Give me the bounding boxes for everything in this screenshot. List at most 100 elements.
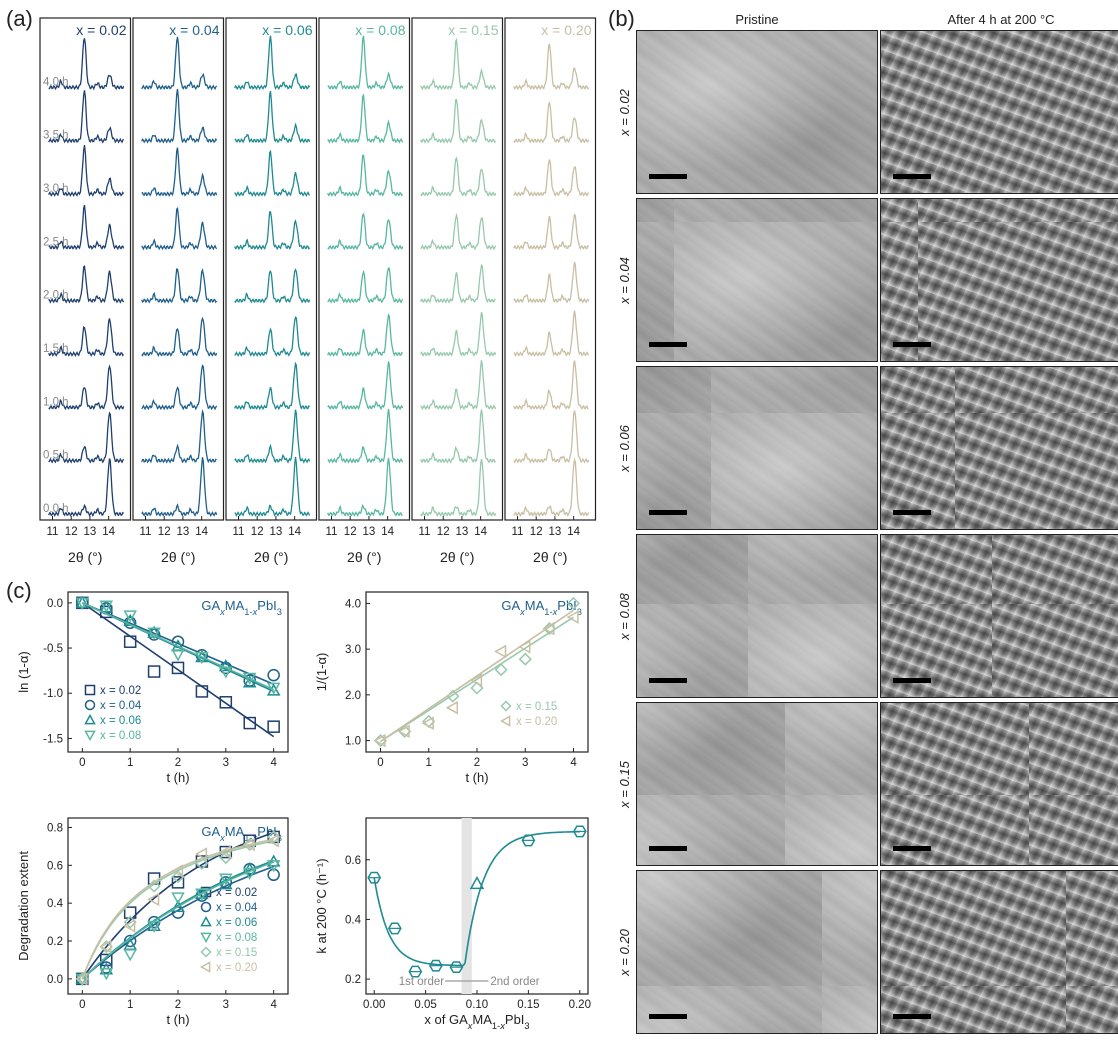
xrd-frame [225,17,318,521]
x-axis-label: t (h) [465,770,488,785]
xrd-trace [234,456,311,517]
legend-label: x = 0.06 [100,715,141,727]
data-point [469,876,485,890]
x-tick-label: 0.00 [363,999,385,1011]
data-point [195,888,209,901]
data-point [147,627,161,640]
data-point [84,730,96,742]
data-point [170,864,184,878]
xrd-trace [327,313,403,357]
x-tick-label: 0.15 [517,999,539,1011]
y-tick-label: 0.8 [47,822,63,834]
xrd-column-label: x = 0.20 [541,22,591,38]
xrd-trace [48,204,125,251]
xrd-time-label: 1.0 h [43,396,69,408]
xrd-trace [420,98,497,144]
y-tick-label: 0.6 [345,855,361,867]
data-point [195,855,209,868]
sem-image-aged [880,30,1118,194]
y-tick-label: 0.2 [47,936,63,948]
xrd-trace [234,316,311,357]
data-point [75,972,88,986]
data-point [500,700,512,712]
legend-label: x = 0.08 [216,932,257,944]
xrd-tick-label: 11 [47,526,59,538]
xrd-column-label: x = 0.06 [262,22,312,38]
sem-image-aged [880,702,1118,866]
xrd-trace [141,206,218,251]
xrd-xlabel: 2θ (°) [533,549,567,565]
data-point [200,932,212,944]
sem-row-label-text: x = 0.06 [616,424,632,472]
data-point [542,621,555,636]
xrd-trace [513,213,590,251]
sem-image-aged [880,198,1118,362]
data-point [171,876,185,889]
sem-image-aged [880,870,1118,1034]
data-point [200,915,212,927]
data-point [84,699,96,711]
data-point [195,651,209,665]
fit-line [380,609,574,743]
x-tick-label: 1 [426,757,432,769]
y-axis-label: ln (1-α) [16,651,31,692]
data-point [566,610,579,624]
x-tick-label: 4 [270,999,277,1011]
y-tick-label: 1.0 [345,736,361,748]
xrd-trace [420,37,497,91]
sem-image-pristine [636,30,878,194]
data-point [99,939,112,954]
xrd-trace [420,312,497,357]
xrd-trace [513,159,590,197]
plot-title: GAxMA1-xPbI3 [201,598,282,617]
legend-label: x = 0.15 [216,947,257,959]
data-point [195,685,209,698]
data-point [566,596,581,610]
y-tick-label: 0.0 [47,974,63,986]
xrd-tick-label: 13 [177,526,190,538]
x-axis-label: t (h) [166,1012,189,1027]
xrd-trace [141,409,217,464]
data-point [242,867,257,880]
sem-row-label-text: x = 0.02 [616,88,632,136]
data-point [266,682,281,695]
scale-bar [893,510,931,515]
sem-header-pristine: Pristine [735,12,779,27]
sem-image-aged [880,534,1118,698]
data-point [194,847,208,861]
fit-curve [81,861,274,980]
data-point [75,597,90,610]
annotation-first-order: 1st order [399,976,445,988]
legend-label: x = 0.04 [100,700,142,712]
fit-line [82,602,274,685]
kinetics-plot-1: 0 1 2 3 4 1.0 2.0 3.0 4.0 t (h) 1/(1-α) GAxMA1-xPbI… [314,591,589,785]
xrd-trace [327,35,404,91]
sem-image-pristine [636,198,878,362]
sem-image-aged [880,366,1118,530]
data-point [449,961,464,974]
y-axis-label: 1/(1-α) [314,653,329,692]
xrd-trace [327,457,403,517]
xrd-trace [513,43,590,91]
x-tick-label: 0.05 [414,999,436,1011]
xrd-tick-label: 14 [102,526,115,538]
xrd-trace [48,90,125,144]
scale-bar [893,174,931,179]
data-point [123,906,137,919]
sem-image-pristine [636,870,878,1034]
plot-frame [365,817,589,995]
xrd-trace [420,156,497,197]
scale-bar [649,1014,687,1019]
data-point [266,683,281,696]
data-point [408,965,423,978]
panel-a-label: (a) [6,6,33,31]
data-point [373,733,386,748]
xrd-trace [420,459,497,517]
data-point [195,856,209,870]
data-point [123,919,136,933]
y-tick-label: 0.4 [47,898,64,910]
xrd-trace [234,211,311,251]
data-point [267,668,280,682]
